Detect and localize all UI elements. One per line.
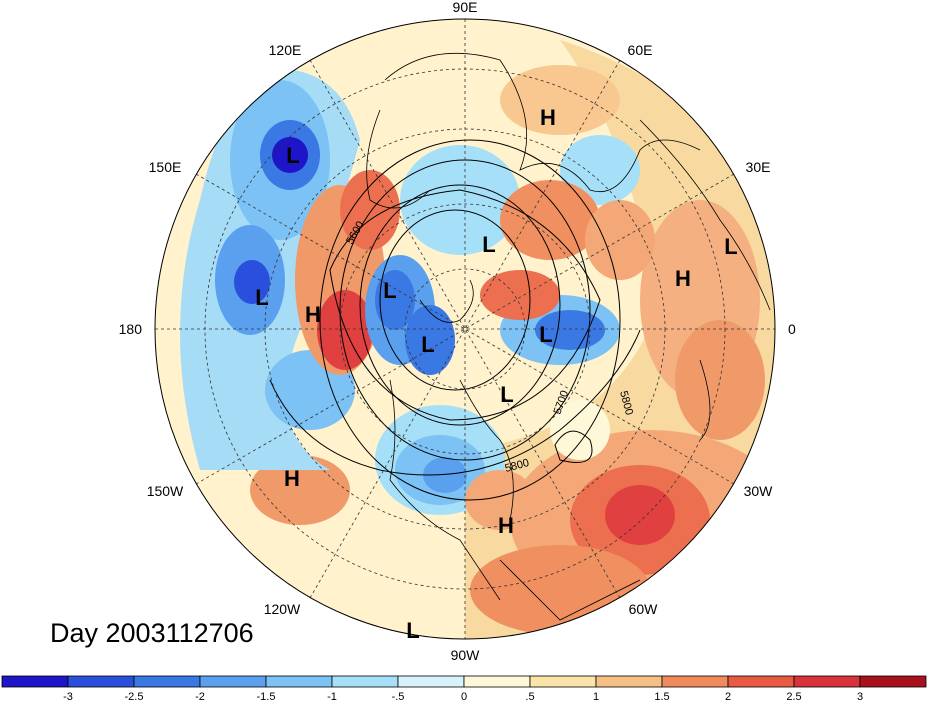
low-marker: L — [539, 322, 552, 347]
lon-label-120W: 120W — [264, 601, 301, 617]
colorbar-swatch — [859, 675, 927, 688]
graticule — [155, 19, 775, 639]
colorbar-tick-label: 1 — [593, 691, 599, 702]
lon-label-90W: 90W — [451, 647, 481, 663]
lon-label-60E: 60E — [628, 42, 653, 58]
colorbar-swatch — [1, 675, 69, 688]
colorbar-tick-label: -2 — [195, 691, 205, 702]
colorbar-tick-label: 3 — [857, 691, 863, 702]
low-marker: L — [500, 382, 513, 407]
low-marker: L — [482, 232, 495, 257]
colorbar-tick-label: -1.5 — [257, 691, 276, 702]
high-marker: H — [540, 105, 556, 130]
high-marker: H — [498, 513, 514, 538]
colorbar: -3 -2.5 -2 -1.5 -1 -.5 0 .5 1 1.5 2 2.5 3 — [1, 675, 927, 702]
colorbar-swatch — [661, 675, 729, 688]
high-marker: H — [675, 266, 691, 291]
colorbar-swatch — [331, 675, 399, 688]
low-marker: L — [255, 285, 268, 310]
colorbar-tick-label: -1 — [327, 691, 337, 702]
colorbar-swatch — [397, 675, 465, 688]
polar-stereographic-map: 90E 90W 180 0 120E 60E 150E 30E 150W 30W… — [119, 0, 796, 663]
colorbar-swatch — [133, 675, 201, 688]
colorbar-tick-label: -.5 — [392, 691, 405, 702]
anomaly-field — [155, 19, 775, 639]
low-marker: L — [383, 278, 396, 303]
colorbar-swatch — [793, 675, 861, 688]
low-marker: L — [724, 234, 737, 259]
colorbar-swatch — [67, 675, 135, 688]
lon-label-60W: 60W — [629, 601, 659, 617]
colorbar-swatch — [199, 675, 267, 688]
map-border — [154, 18, 776, 640]
pressure-systems: L H L H L L L H L L H L H L — [255, 105, 737, 643]
high-marker: H — [305, 302, 321, 327]
lon-label-180: 180 — [119, 321, 143, 337]
colorbar-swatch — [463, 675, 531, 688]
lon-label-30W: 30W — [744, 483, 774, 499]
colorbar-tick-label: -3 — [63, 691, 73, 702]
day-title: Day 2003112706 — [50, 618, 254, 648]
colorbar-swatch — [265, 675, 333, 688]
colorbar-tick-label: 1.5 — [654, 691, 669, 702]
lon-label-0: 0 — [788, 321, 796, 337]
colorbar-swatch — [727, 675, 795, 688]
low-marker: L — [421, 332, 434, 357]
coastlines — [366, 52, 771, 621]
colorbar-swatch — [595, 675, 663, 688]
colorbar-tick-label: 2.5 — [786, 691, 801, 702]
low-marker: L — [406, 618, 419, 643]
lon-label-150W: 150W — [147, 483, 184, 499]
lon-label-90E: 90E — [453, 0, 478, 15]
colorbar-swatch — [529, 675, 597, 688]
colorbar-tick-label: 2 — [725, 691, 731, 702]
lon-label-30E: 30E — [746, 159, 771, 175]
colorbar-tick-label: -2.5 — [125, 691, 144, 702]
colorbar-tick-label: .5 — [525, 691, 534, 702]
lon-label-150E: 150E — [149, 159, 182, 175]
longitude-labels: 90E 90W 180 0 120E 60E 150E 30E 150W 30W… — [119, 0, 796, 663]
high-marker: H — [284, 466, 300, 491]
colorbar-tick-label: 0 — [461, 691, 467, 702]
lon-label-120E: 120E — [269, 42, 302, 58]
low-marker: L — [286, 143, 299, 168]
